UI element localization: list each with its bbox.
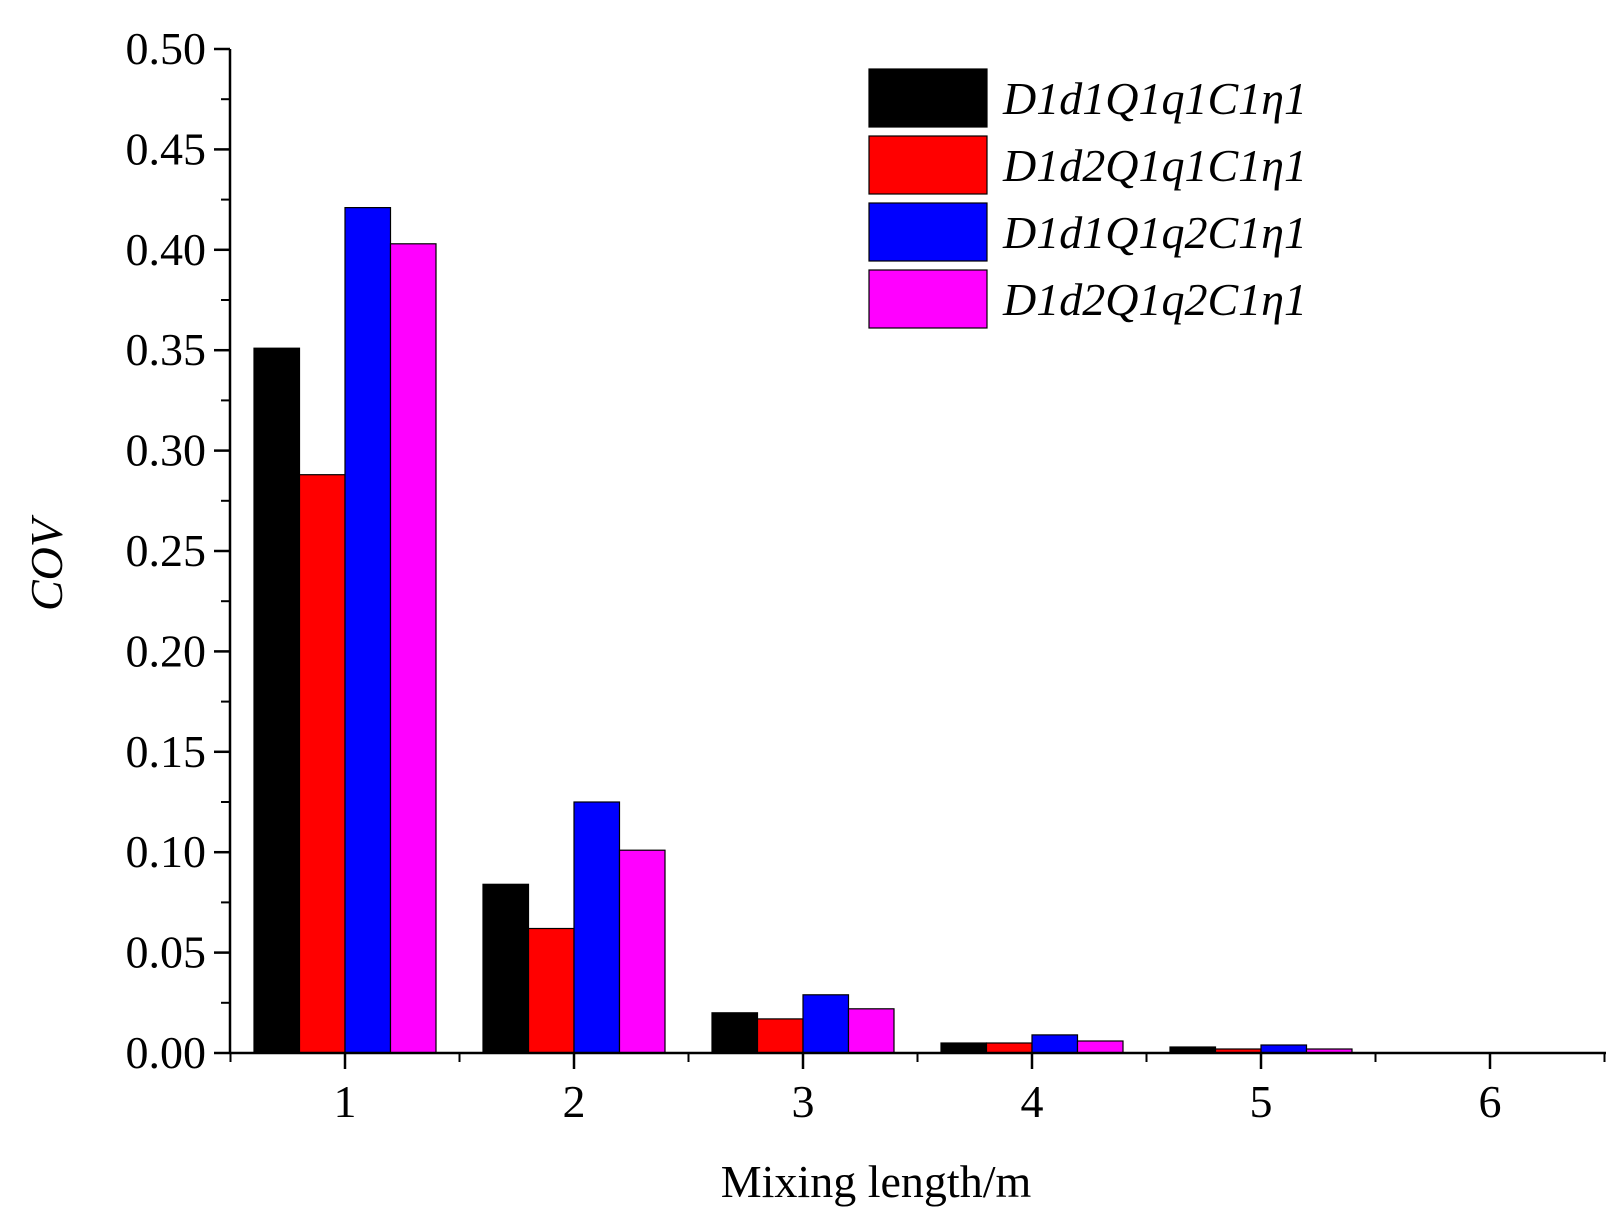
y-tick-label: 0.15 xyxy=(126,726,207,777)
legend: D1d1Q1q1C1η1 D1d2Q1q1C1η1 D1d1Q1q2C1η1 D1d2… xyxy=(868,68,1307,329)
bar-series2-cat2 xyxy=(527,927,575,1054)
bar-series1-cat4 xyxy=(940,1042,988,1054)
bars-layer xyxy=(253,207,1353,1054)
x-ticks-layer: 1 2 3 4 5 6 xyxy=(229,1053,1606,1127)
y-tick-label: 0.40 xyxy=(126,224,207,275)
bar-series2-cat1 xyxy=(298,474,346,1054)
legend-swatch-4 xyxy=(868,269,988,329)
x-tick-label-6: 6 xyxy=(1479,1076,1502,1127)
y-tick-label: 0.20 xyxy=(126,625,207,676)
y-tick-label: 0.30 xyxy=(126,425,207,476)
y-ticks-layer: 0.00 0.05 0.10 0.15 0.20 0.25 0.30 0.35 0.40 0.45… xyxy=(126,23,230,1078)
bar-series3-cat3 xyxy=(802,994,850,1054)
y-tick-label: 0.45 xyxy=(126,123,207,174)
legend-label-4: D1d2Q1q2C1η1 xyxy=(1002,274,1307,325)
bar-series4-cat1 xyxy=(389,243,437,1054)
bar-series2-cat3 xyxy=(756,1018,804,1054)
bar-series1-cat1 xyxy=(253,347,301,1054)
legend-swatch-1 xyxy=(868,68,988,128)
bar-series3-cat2 xyxy=(573,801,621,1054)
x-tick-label-4: 4 xyxy=(1021,1076,1044,1127)
bar-series3-cat4 xyxy=(1031,1034,1079,1054)
x-tick-label-2: 2 xyxy=(563,1076,586,1127)
y-tick-label: 0.00 xyxy=(126,1027,207,1078)
bar-series1-cat3 xyxy=(711,1012,759,1054)
legend-label-1: D1d1Q1q1C1η1 xyxy=(1002,73,1307,124)
x-tick-label-3: 3 xyxy=(792,1076,815,1127)
bar-series4-cat2 xyxy=(618,849,666,1054)
legend-label-2: D1d2Q1q1C1η1 xyxy=(1002,140,1307,191)
y-axis-title: COV xyxy=(21,514,72,611)
legend-swatch-3 xyxy=(868,202,988,262)
bar-series4-cat3 xyxy=(847,1008,895,1054)
x-axis-title: Mixing length/m xyxy=(721,1156,1032,1207)
y-tick-label: 0.10 xyxy=(126,826,207,877)
bar-series4-cat4 xyxy=(1076,1040,1124,1054)
legend-swatch-2 xyxy=(868,135,988,195)
y-tick-label: 0.35 xyxy=(126,324,207,375)
x-tick-label-1: 1 xyxy=(334,1076,357,1127)
y-tick-label: 0.25 xyxy=(126,525,207,576)
bar-series3-cat1 xyxy=(344,207,392,1054)
y-tick-label: 0.50 xyxy=(126,23,207,74)
y-tick-label: 0.05 xyxy=(126,927,207,978)
x-tick-label-5: 5 xyxy=(1250,1076,1273,1127)
bar-series2-cat4 xyxy=(985,1042,1033,1054)
legend-label-3: D1d1Q1q2C1η1 xyxy=(1002,207,1307,258)
bar-series1-cat2 xyxy=(482,883,530,1054)
